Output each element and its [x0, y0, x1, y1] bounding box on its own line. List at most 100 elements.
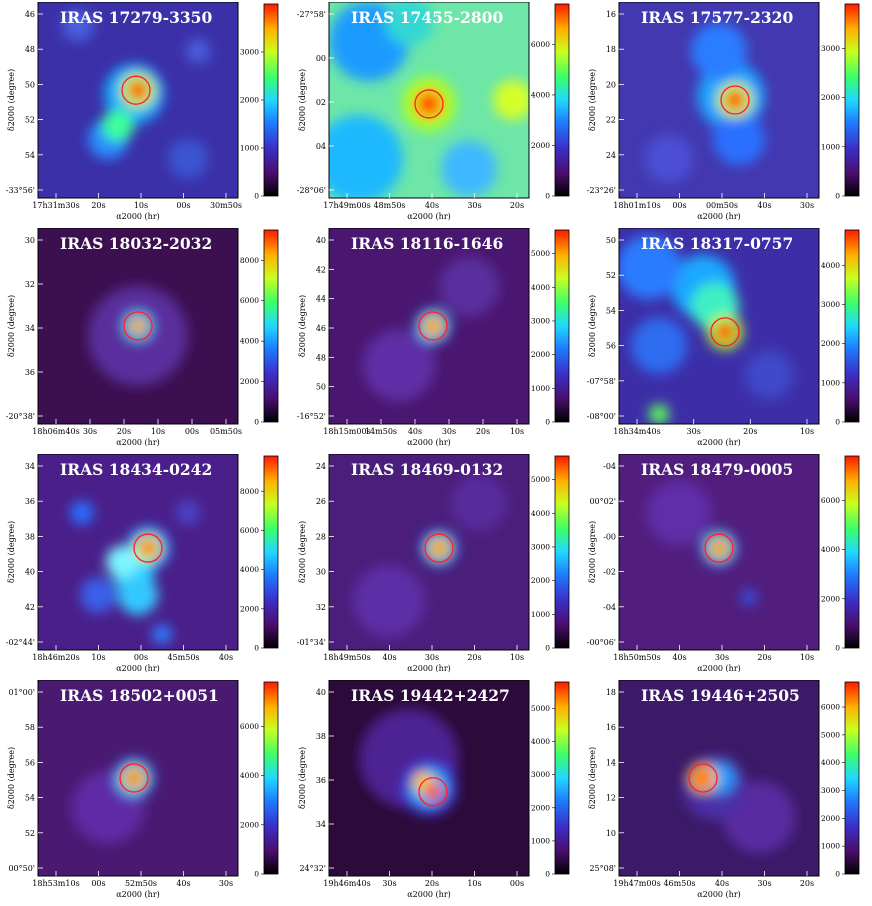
x-tick-label: 00m50s	[706, 201, 738, 210]
emission-blob	[649, 404, 669, 424]
y-tick-label: 02	[316, 98, 326, 107]
source-aperture-circle	[704, 533, 734, 563]
y-tick-label: -08°00'	[587, 412, 616, 421]
colorbar	[263, 229, 279, 423]
panel-title: IRAS 18502+0051	[60, 686, 219, 705]
y-tick-label: -07°58'	[587, 377, 616, 386]
x-tick-label: 30s	[687, 427, 701, 436]
colorbar-tick-label: 0	[254, 644, 259, 653]
x-tick-label: 30m50s	[210, 201, 242, 210]
y-tick-label: 44	[316, 295, 326, 304]
y-tick-label: 56	[25, 758, 35, 767]
x-tick-label: 40s	[715, 879, 729, 888]
x-axis-label: α2000 (hr)	[116, 438, 160, 447]
panel-title: IRAS 18317-0757	[641, 234, 794, 253]
x-tick-label: 18h46m20s	[32, 653, 79, 662]
colorbar-tick-label: 2000	[821, 814, 840, 823]
map-panel: 16 18 20 22 24 -23°26' δ2000 (degree) 18h01m10s…	[583, 1, 870, 224]
y-tick-label: 40	[316, 236, 326, 245]
x-axis-label: α2000 (hr)	[407, 664, 451, 673]
map-svg: 40 38 36 34 24°32' δ2000 (degree) 19h46m40s 30s…	[298, 679, 570, 899]
y-tick-label: 36	[316, 776, 326, 785]
panel-title: IRAS 18434-0242	[60, 460, 213, 479]
map-svg: 40 42 44 46 48 50 -16°52' δ2000 (degree) 18h15m0…	[297, 227, 570, 447]
x-tick-label: 10s	[510, 653, 524, 662]
y-axis-label: δ2000 (degree)	[588, 69, 597, 131]
y-tick-label: 36	[25, 497, 35, 506]
y-tick-label: -00°06'	[587, 638, 616, 647]
colorbar-tick-label: 3000	[821, 44, 840, 53]
y-tick-label: 00°02'	[589, 497, 616, 506]
source-aperture-circle	[418, 777, 448, 807]
y-axis-label: δ2000 (degree)	[588, 295, 597, 357]
x-tick-label: 30s	[467, 201, 481, 210]
emission-blob	[419, 93, 439, 114]
x-axis-label: α2000 (hr)	[697, 664, 741, 673]
emission-blob	[106, 545, 138, 578]
x-tick-label: 30s	[382, 879, 396, 888]
y-tick-label: 38	[25, 532, 35, 541]
emission-blob	[128, 80, 148, 101]
y-tick-label: -00	[603, 532, 616, 541]
colorbar-tick-label: 6000	[240, 722, 259, 731]
y-axis-label: δ2000 (degree)	[7, 69, 16, 131]
colorbar-tick-label: 0	[835, 644, 840, 653]
x-axis-label: α2000 (hr)	[697, 890, 741, 899]
emission-blob	[385, 2, 433, 46]
y-tick-label: -02	[603, 568, 616, 577]
x-tick-label: 18h50m50s	[613, 653, 660, 662]
emission-blob	[70, 500, 94, 525]
colorbar-tick-label: 4000	[531, 90, 550, 99]
y-tick-label: 40	[316, 688, 326, 697]
colorbar-tick-label: 2000	[240, 604, 259, 613]
colorbar-tick-label: 0	[545, 418, 550, 427]
x-tick-label: 40s	[408, 427, 422, 436]
y-tick-label: 52	[606, 271, 616, 280]
x-tick-label: 17h49m00s	[323, 201, 370, 210]
colorbar-tick-label: 1000	[821, 142, 840, 151]
map-svg: 24 26 28 30 32 -01°34' δ2000 (degree) 18h49m50s…	[297, 453, 570, 673]
colorbar-tick-label: 0	[545, 644, 550, 653]
colorbar-tick-label: 3000	[240, 48, 259, 57]
x-tick-label: 00s	[672, 201, 686, 210]
x-axis-label: α2000 (hr)	[116, 664, 160, 673]
map-svg: 46 48 50 52 54 -33°56' δ2000 (degree) 17h31m30s…	[6, 1, 279, 221]
x-tick-label: 45m50s	[167, 653, 199, 662]
colorbar-tick-label: 4000	[821, 545, 840, 554]
y-tick-label: 34	[25, 462, 35, 471]
colorbar-tick-label: 0	[254, 192, 259, 201]
emission-blob	[645, 134, 693, 183]
x-tick-label: 30s	[83, 427, 97, 436]
x-tick-label: 20s	[757, 653, 771, 662]
y-tick-label: -16°52'	[297, 412, 326, 421]
colorbar-tick-label: 6000	[531, 40, 550, 49]
colorbar-tick-label: 6000	[240, 296, 259, 305]
colorbar-tick-label: 2000	[240, 820, 259, 829]
x-tick-label: 20s	[467, 653, 481, 662]
x-tick-label: 10s	[91, 653, 105, 662]
colorbar-tick-label: 6000	[821, 703, 840, 712]
colorbar	[263, 455, 279, 649]
emission-blob	[176, 500, 200, 525]
map-panel: 50 52 54 56 -07°58' -08°00' δ2000 (degree) 18h3…	[583, 227, 870, 450]
y-tick-label: 52	[25, 116, 35, 125]
map-svg: -27°58' 00 02 04 -28°06' δ2000 (degree) 17h49m…	[297, 1, 570, 221]
colorbar-tick-label: 1000	[531, 610, 550, 619]
colorbar-tick-label: 2000	[531, 576, 550, 585]
map-panel: 30 32 34 36 -20°38' δ2000 (degree) 18h06m40s 30…	[2, 227, 289, 450]
panel-title: IRAS 17455-2800	[351, 8, 504, 27]
x-tick-label: 30s	[425, 653, 439, 662]
colorbar-tick-label: 1000	[531, 836, 550, 845]
emission-blob	[451, 475, 507, 531]
colorbar-tick-label: 6000	[240, 526, 259, 535]
x-tick-label: 00s	[134, 653, 148, 662]
colorbar-tick-label: 3000	[821, 786, 840, 795]
map-panel: 18 16 14 12 10 25°08' δ2000 (degree) 19h47m00s 4…	[583, 679, 870, 902]
colorbar	[844, 3, 860, 197]
colorbar-tick-label: 5000	[531, 249, 550, 258]
colorbar-tick-label: 2000	[531, 141, 550, 150]
colorbar-tick-label: 1000	[240, 144, 259, 153]
x-tick-label: 48m50s	[373, 201, 405, 210]
emission-blob	[126, 770, 142, 786]
y-tick-label: -23°26'	[587, 186, 616, 195]
